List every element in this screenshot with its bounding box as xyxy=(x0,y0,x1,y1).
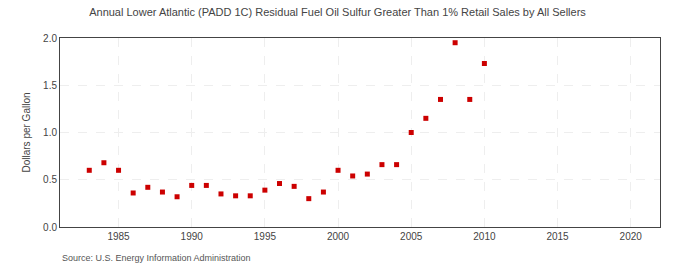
svg-text:0.5: 0.5 xyxy=(43,174,57,185)
svg-text:2010: 2010 xyxy=(473,231,496,242)
svg-text:Annual Lower Atlantic (PADD 1C: Annual Lower Atlantic (PADD 1C) Residual… xyxy=(89,6,586,18)
svg-text:Dollars per Gallon: Dollars per Gallon xyxy=(21,92,32,172)
svg-text:2.0: 2.0 xyxy=(43,33,57,44)
svg-text:2020: 2020 xyxy=(620,231,643,242)
svg-text:2000: 2000 xyxy=(327,231,350,242)
svg-text:1.0: 1.0 xyxy=(43,127,57,138)
svg-text:Source: U.S. Energy Informatio: Source: U.S. Energy Information Administ… xyxy=(62,253,251,263)
svg-text:1990: 1990 xyxy=(181,231,204,242)
svg-text:1995: 1995 xyxy=(254,231,277,242)
svg-text:1985: 1985 xyxy=(107,231,130,242)
svg-text:2015: 2015 xyxy=(546,231,569,242)
svg-text:1.5: 1.5 xyxy=(43,80,57,91)
svg-text:0.0: 0.0 xyxy=(43,222,57,233)
svg-text:2005: 2005 xyxy=(400,231,423,242)
